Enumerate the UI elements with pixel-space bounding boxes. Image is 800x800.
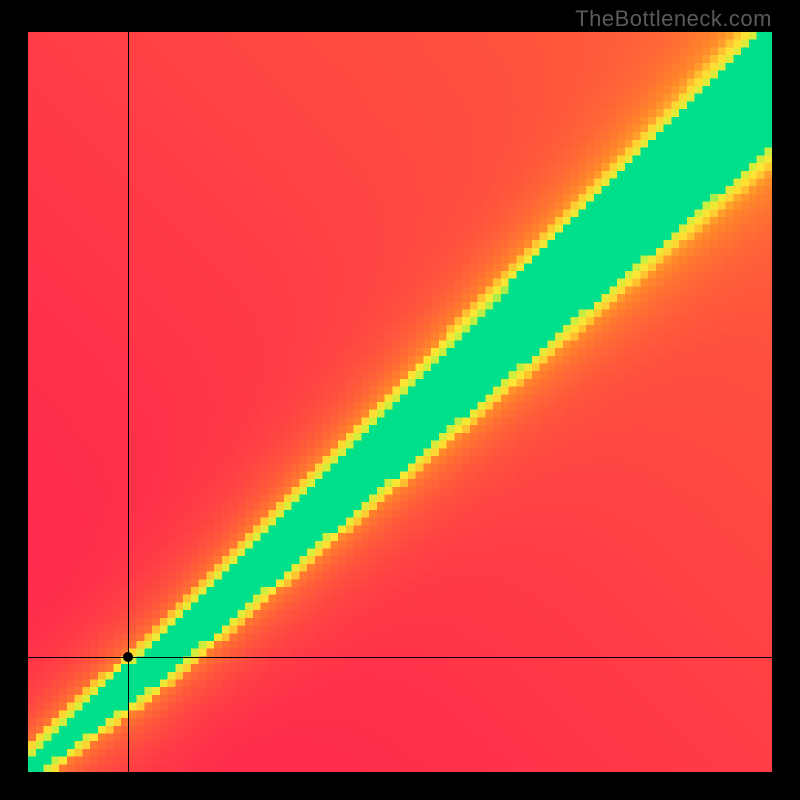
- marker-dot: [123, 652, 133, 662]
- watermark-text: TheBottleneck.com: [575, 6, 772, 32]
- crosshair-horizontal: [28, 657, 772, 658]
- heatmap-canvas: [28, 32, 772, 772]
